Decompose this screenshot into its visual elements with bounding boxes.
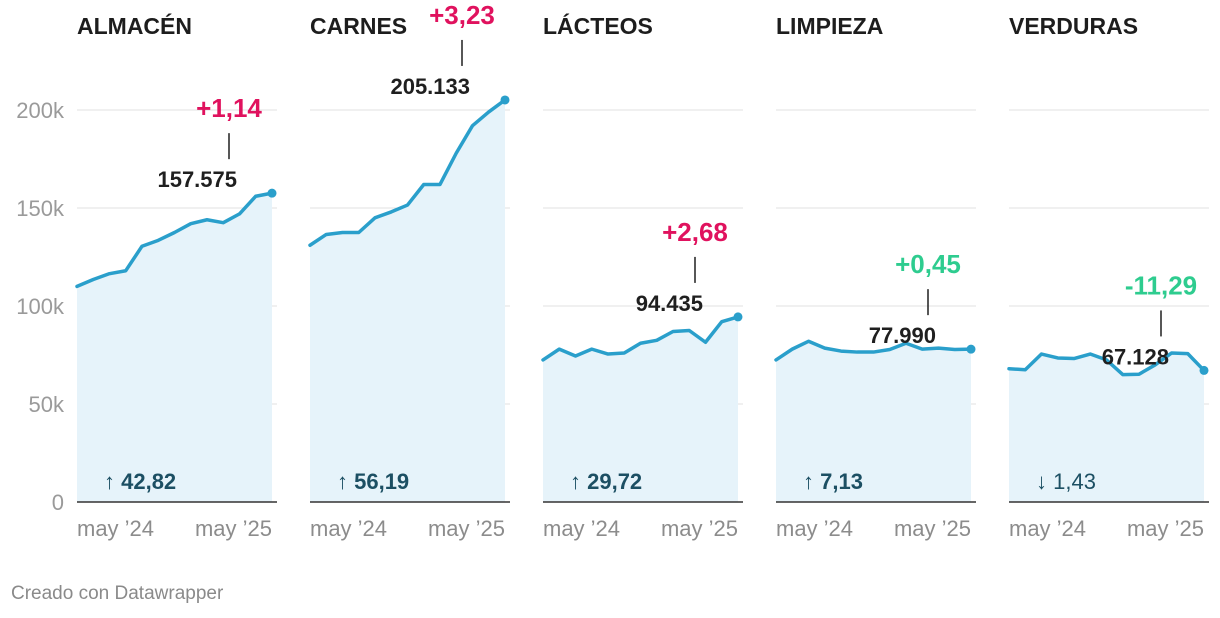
- x-tick-label: may ’25: [195, 516, 272, 541]
- x-tick-label: may ’25: [428, 516, 505, 541]
- end-value-label: 94.435: [636, 291, 703, 316]
- footer-credit: Creado con Datawrapper: [11, 583, 224, 604]
- end-point: [267, 188, 277, 198]
- x-tick-label: may ’24: [543, 516, 620, 541]
- y-tick-label: 0: [52, 490, 64, 515]
- y-tick-label: 100k: [16, 294, 65, 319]
- x-tick-label: may ’25: [1127, 516, 1204, 541]
- end-value-label: 157.575: [157, 167, 237, 192]
- panel-title: LIMPIEZA: [776, 13, 883, 39]
- end-value-label: 77.990: [869, 323, 936, 348]
- series-line: [774, 339, 973, 362]
- change-label: +2,68: [662, 217, 728, 247]
- growth-label: ↑ 7,13: [803, 469, 863, 494]
- area-fill: [1009, 353, 1204, 502]
- panel-5: -11,29 67.128 VERDURAS ↓ 1,43 may ’24 may ’25: [1007, 13, 1209, 541]
- end-value-label: 67.128: [1102, 344, 1169, 369]
- panel-title: CARNES: [310, 13, 407, 39]
- y-tick-label: 200k: [16, 98, 65, 123]
- end-point: [500, 95, 510, 105]
- area-fill: [776, 341, 971, 502]
- series-line: [541, 315, 740, 362]
- series-line: [1007, 351, 1206, 377]
- end-point: [966, 344, 976, 354]
- growth-label: ↑ 56,19: [337, 469, 409, 494]
- end-value-label: 205.133: [390, 74, 470, 99]
- y-tick-label: 50k: [29, 392, 65, 417]
- growth-label: ↑ 42,82: [104, 469, 176, 494]
- change-label: +1,14: [196, 93, 262, 123]
- panel-title: LÁCTEOS: [543, 12, 653, 39]
- end-point: [1199, 365, 1209, 375]
- panel-3: +2,68 94.435 LÁCTEOS ↑ 29,72 may ’24 may ’25: [541, 12, 743, 541]
- x-tick-label: may ’24: [310, 516, 387, 541]
- area-fill: [77, 193, 272, 502]
- change-label: +3,23: [429, 0, 495, 30]
- panel-title: ALMACÉN: [77, 12, 192, 39]
- x-tick-label: may ’24: [776, 516, 853, 541]
- end-point: [733, 312, 743, 322]
- area-fill: [310, 99, 505, 502]
- y-tick-label: 150k: [16, 196, 65, 221]
- growth-label: ↑ 29,72: [570, 469, 642, 494]
- panel-2: +3,23 205.133 CARNES ↑ 56,19 may ’24 may ’25: [308, 0, 510, 541]
- panel-4: +0,45 77.990 LIMPIEZA ↑ 7,13 may ’24 may ’25: [774, 13, 976, 541]
- growth-label: ↓ 1,43: [1036, 469, 1096, 494]
- series-line: [308, 98, 507, 247]
- x-tick-label: may ’24: [77, 516, 154, 541]
- x-tick-label: may ’24: [1009, 516, 1086, 541]
- x-tick-label: may ’25: [661, 516, 738, 541]
- panel-title: VERDURAS: [1009, 13, 1138, 39]
- change-label: -11,29: [1125, 270, 1197, 300]
- panel-1: +1,14 157.575 ALMACÉN ↑ 42,82 may ’24 may ’25: [75, 12, 277, 541]
- change-label: +0,45: [895, 249, 961, 279]
- x-tick-label: may ’25: [894, 516, 971, 541]
- series-line: [75, 191, 274, 289]
- area-fill: [543, 316, 738, 502]
